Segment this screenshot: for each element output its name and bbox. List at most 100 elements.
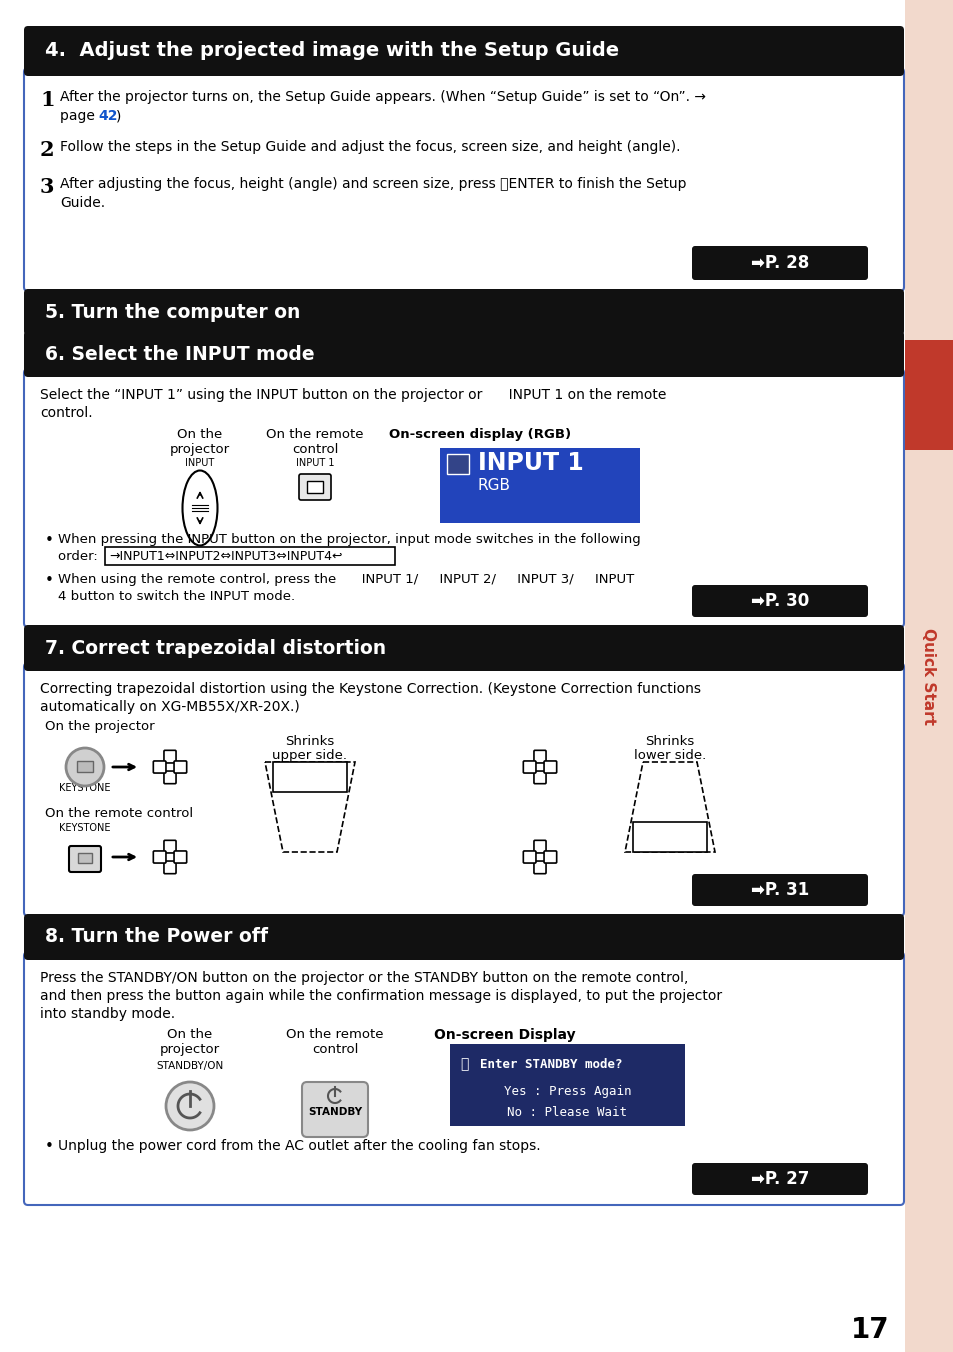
Text: KEYSTONE: KEYSTONE <box>59 783 111 794</box>
FancyBboxPatch shape <box>904 339 953 450</box>
Text: automatically on XG-MB55X/XR-20X.): automatically on XG-MB55X/XR-20X.) <box>40 700 299 714</box>
Text: ➡P. 27: ➡P. 27 <box>750 1169 808 1188</box>
FancyBboxPatch shape <box>534 750 545 763</box>
Text: On-screen Display: On-screen Display <box>434 1028 576 1042</box>
Text: On-screen display (RGB): On-screen display (RGB) <box>389 429 571 441</box>
Polygon shape <box>273 763 347 792</box>
FancyBboxPatch shape <box>24 369 903 627</box>
FancyBboxPatch shape <box>534 850 545 863</box>
Polygon shape <box>265 763 355 852</box>
FancyBboxPatch shape <box>153 850 166 863</box>
Text: Select the “INPUT 1” using the INPUT button on the projector or      INPUT 1 on : Select the “INPUT 1” using the INPUT but… <box>40 388 666 402</box>
Text: INPUT 1: INPUT 1 <box>295 458 334 468</box>
Text: ): ) <box>116 110 121 123</box>
FancyBboxPatch shape <box>543 761 557 773</box>
FancyBboxPatch shape <box>164 850 176 863</box>
Text: On the remote: On the remote <box>266 429 363 441</box>
FancyBboxPatch shape <box>24 68 903 291</box>
FancyBboxPatch shape <box>302 1082 368 1137</box>
Text: 17: 17 <box>850 1315 888 1344</box>
FancyBboxPatch shape <box>523 850 536 863</box>
Polygon shape <box>633 822 706 852</box>
FancyBboxPatch shape <box>534 771 545 784</box>
FancyBboxPatch shape <box>24 914 903 960</box>
Circle shape <box>166 1082 213 1130</box>
Text: Follow the steps in the Setup Guide and adjust the focus, screen size, and heigh: Follow the steps in the Setup Guide and … <box>60 141 679 154</box>
Text: control: control <box>292 443 337 456</box>
Text: 2: 2 <box>40 141 54 160</box>
Text: →INPUT1⇔INPUT2⇔INPUT3⇔INPUT4↩: →INPUT1⇔INPUT2⇔INPUT3⇔INPUT4↩ <box>109 549 342 562</box>
Text: STANDBY/ON: STANDBY/ON <box>156 1061 223 1071</box>
Text: KEYSTONE: KEYSTONE <box>59 823 111 833</box>
FancyBboxPatch shape <box>24 952 903 1205</box>
Text: Correcting trapezoidal distortion using the Keystone Correction. (Keystone Corre: Correcting trapezoidal distortion using … <box>40 681 700 696</box>
FancyBboxPatch shape <box>691 585 867 617</box>
Text: •: • <box>45 533 53 548</box>
FancyBboxPatch shape <box>307 481 323 493</box>
FancyBboxPatch shape <box>69 846 101 872</box>
Text: projector: projector <box>160 1042 220 1056</box>
Text: order:: order: <box>58 550 102 562</box>
Polygon shape <box>624 763 714 852</box>
Text: On the remote: On the remote <box>286 1028 383 1041</box>
Text: 3: 3 <box>40 177 54 197</box>
FancyBboxPatch shape <box>24 662 903 917</box>
FancyBboxPatch shape <box>173 761 187 773</box>
Text: projector: projector <box>170 443 230 456</box>
Text: When using the remote control, press the      INPUT 1/     INPUT 2/     INPUT 3/: When using the remote control, press the… <box>58 573 634 585</box>
FancyBboxPatch shape <box>77 761 92 772</box>
FancyBboxPatch shape <box>904 0 953 1352</box>
Text: Unplug the power cord from the AC outlet after the cooling fan stops.: Unplug the power cord from the AC outlet… <box>58 1138 540 1153</box>
Text: and then press the button again while the confirmation message is displayed, to : and then press the button again while th… <box>40 990 721 1003</box>
Text: 42: 42 <box>98 110 117 123</box>
FancyBboxPatch shape <box>164 750 176 763</box>
Text: 1: 1 <box>40 91 54 110</box>
FancyBboxPatch shape <box>105 548 395 565</box>
Text: control.: control. <box>40 406 92 420</box>
FancyBboxPatch shape <box>439 448 639 523</box>
Text: On the projector: On the projector <box>45 721 154 733</box>
Text: INPUT: INPUT <box>185 458 214 468</box>
Text: On the: On the <box>167 1028 213 1041</box>
Text: ➡P. 31: ➡P. 31 <box>750 882 808 899</box>
FancyBboxPatch shape <box>24 26 903 76</box>
FancyBboxPatch shape <box>164 761 176 773</box>
Text: Quick Start: Quick Start <box>921 627 936 725</box>
Text: 8. Turn the Power off: 8. Turn the Power off <box>45 927 268 946</box>
FancyBboxPatch shape <box>447 454 469 475</box>
Text: No : Please Wait: No : Please Wait <box>507 1106 627 1118</box>
Text: Press the STANDBY/ON button on the projector or the STANDBY button on the remote: Press the STANDBY/ON button on the proje… <box>40 971 688 986</box>
Text: Yes : Press Again: Yes : Press Again <box>503 1086 631 1098</box>
Text: When pressing the INPUT button on the projector, input mode switches in the foll: When pressing the INPUT button on the pr… <box>58 533 640 546</box>
Text: ➡P. 30: ➡P. 30 <box>750 592 808 610</box>
Text: RGB: RGB <box>477 479 511 493</box>
FancyBboxPatch shape <box>24 289 903 335</box>
FancyBboxPatch shape <box>534 841 545 853</box>
FancyBboxPatch shape <box>164 771 176 784</box>
FancyBboxPatch shape <box>523 761 536 773</box>
FancyBboxPatch shape <box>534 861 545 873</box>
Text: •: • <box>45 1138 53 1155</box>
Text: 4.  Adjust the projected image with the Setup Guide: 4. Adjust the projected image with the S… <box>45 42 618 61</box>
Text: ➡P. 28: ➡P. 28 <box>750 254 808 272</box>
Text: After the projector turns on, the Setup Guide appears. (When “Setup Guide” is se: After the projector turns on, the Setup … <box>60 91 705 104</box>
Text: 4 button to switch the INPUT mode.: 4 button to switch the INPUT mode. <box>58 589 294 603</box>
Text: Guide.: Guide. <box>60 196 105 210</box>
Text: page: page <box>60 110 99 123</box>
FancyBboxPatch shape <box>78 853 91 863</box>
FancyBboxPatch shape <box>543 850 557 863</box>
Text: Shrinks: Shrinks <box>285 735 335 748</box>
Text: Enter STANDBY mode?: Enter STANDBY mode? <box>479 1057 622 1071</box>
FancyBboxPatch shape <box>691 1163 867 1195</box>
Circle shape <box>66 748 104 786</box>
FancyBboxPatch shape <box>691 246 867 280</box>
FancyBboxPatch shape <box>450 1044 684 1126</box>
Text: upper side.: upper side. <box>273 749 347 763</box>
FancyBboxPatch shape <box>24 331 903 377</box>
FancyBboxPatch shape <box>534 761 545 773</box>
Text: Shrinks: Shrinks <box>644 735 694 748</box>
FancyBboxPatch shape <box>164 841 176 853</box>
FancyBboxPatch shape <box>691 873 867 906</box>
FancyBboxPatch shape <box>24 625 903 671</box>
FancyBboxPatch shape <box>153 761 166 773</box>
